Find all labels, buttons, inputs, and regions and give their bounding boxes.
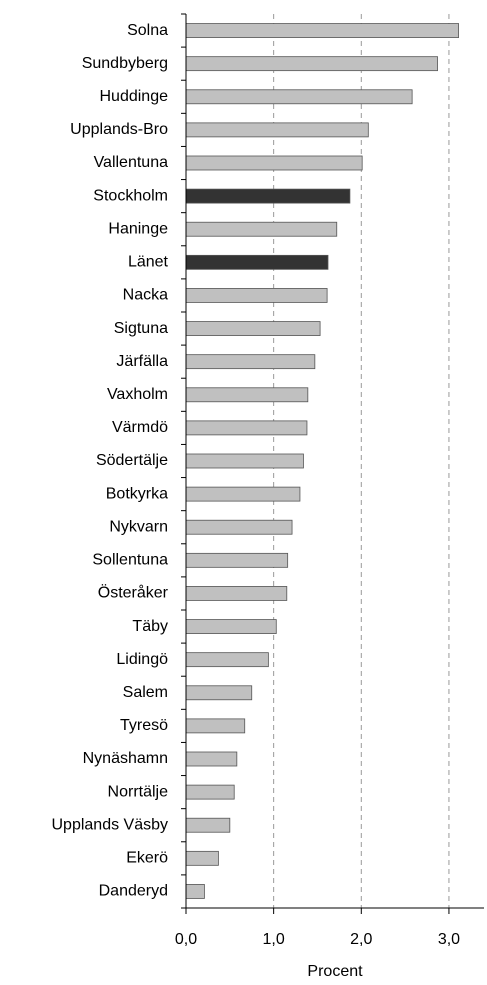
y-tick-label: Norrtälje — [108, 783, 169, 800]
bar — [185, 652, 269, 668]
y-tick-label: Danderyd — [99, 883, 168, 900]
bar — [185, 884, 205, 899]
y-tick-label: Tyresö — [120, 717, 168, 734]
y-tick-label: Värmdö — [112, 419, 168, 436]
y-tick-label: Solna — [127, 22, 168, 39]
bar — [185, 586, 288, 601]
bar — [185, 453, 304, 469]
bar — [185, 420, 308, 436]
bar — [185, 784, 235, 800]
bar — [185, 23, 459, 38]
bar — [185, 552, 289, 568]
y-tick-label: Nynäshamn — [83, 750, 168, 767]
bar — [185, 188, 351, 204]
bar — [185, 685, 253, 701]
bar — [185, 354, 316, 370]
bar — [185, 619, 277, 634]
y-tick-label: Haninge — [108, 220, 168, 237]
y-tick-label: Salem — [123, 684, 168, 701]
bar — [185, 321, 321, 336]
y-tick-label: Täby — [132, 618, 168, 635]
bar — [185, 122, 369, 138]
bar — [185, 254, 329, 270]
y-tick-label: Stockholm — [93, 187, 168, 204]
y-tick-label: Sollentuna — [92, 552, 168, 569]
y-tick-label: Österåker — [98, 584, 169, 602]
y-tick-label: Ekerö — [126, 850, 168, 867]
x-tick-label: 1,0 — [263, 931, 285, 948]
y-tick-label: Lidingö — [116, 651, 168, 668]
y-tick-label: Botkyrka — [106, 485, 168, 502]
x-tick-label: 2,0 — [350, 931, 372, 948]
y-tick-label: Sigtuna — [114, 320, 168, 337]
bar — [185, 718, 246, 734]
y-tick-label: Södertälje — [96, 452, 168, 469]
y-tick-label: Sundbyberg — [82, 55, 168, 72]
x-tick-label: 3,0 — [438, 931, 460, 948]
y-tick-label: Upplands-Bro — [70, 121, 168, 138]
bar — [185, 751, 238, 767]
y-tick-label: Upplands Väsby — [51, 816, 168, 833]
bar — [185, 850, 219, 866]
bar — [185, 155, 363, 171]
y-tick-label: Nykvarn — [109, 518, 168, 535]
x-axis-label: Procent — [307, 963, 363, 980]
bar — [185, 89, 413, 105]
bar — [185, 387, 309, 403]
bar — [185, 221, 338, 237]
y-tick-label: Järfälla — [116, 353, 168, 370]
bar — [185, 56, 438, 72]
x-tick-label: 0,0 — [175, 931, 197, 948]
y-tick-label: Vaxholm — [107, 386, 168, 403]
y-tick-label: Huddinge — [100, 88, 169, 105]
bar — [185, 486, 301, 502]
y-tick-label: Nacka — [123, 287, 168, 304]
y-tick-label: Länet — [128, 254, 169, 271]
bar — [185, 519, 293, 535]
y-tick-label: Vallentuna — [94, 154, 169, 171]
bar — [185, 288, 328, 303]
bar — [185, 817, 231, 833]
